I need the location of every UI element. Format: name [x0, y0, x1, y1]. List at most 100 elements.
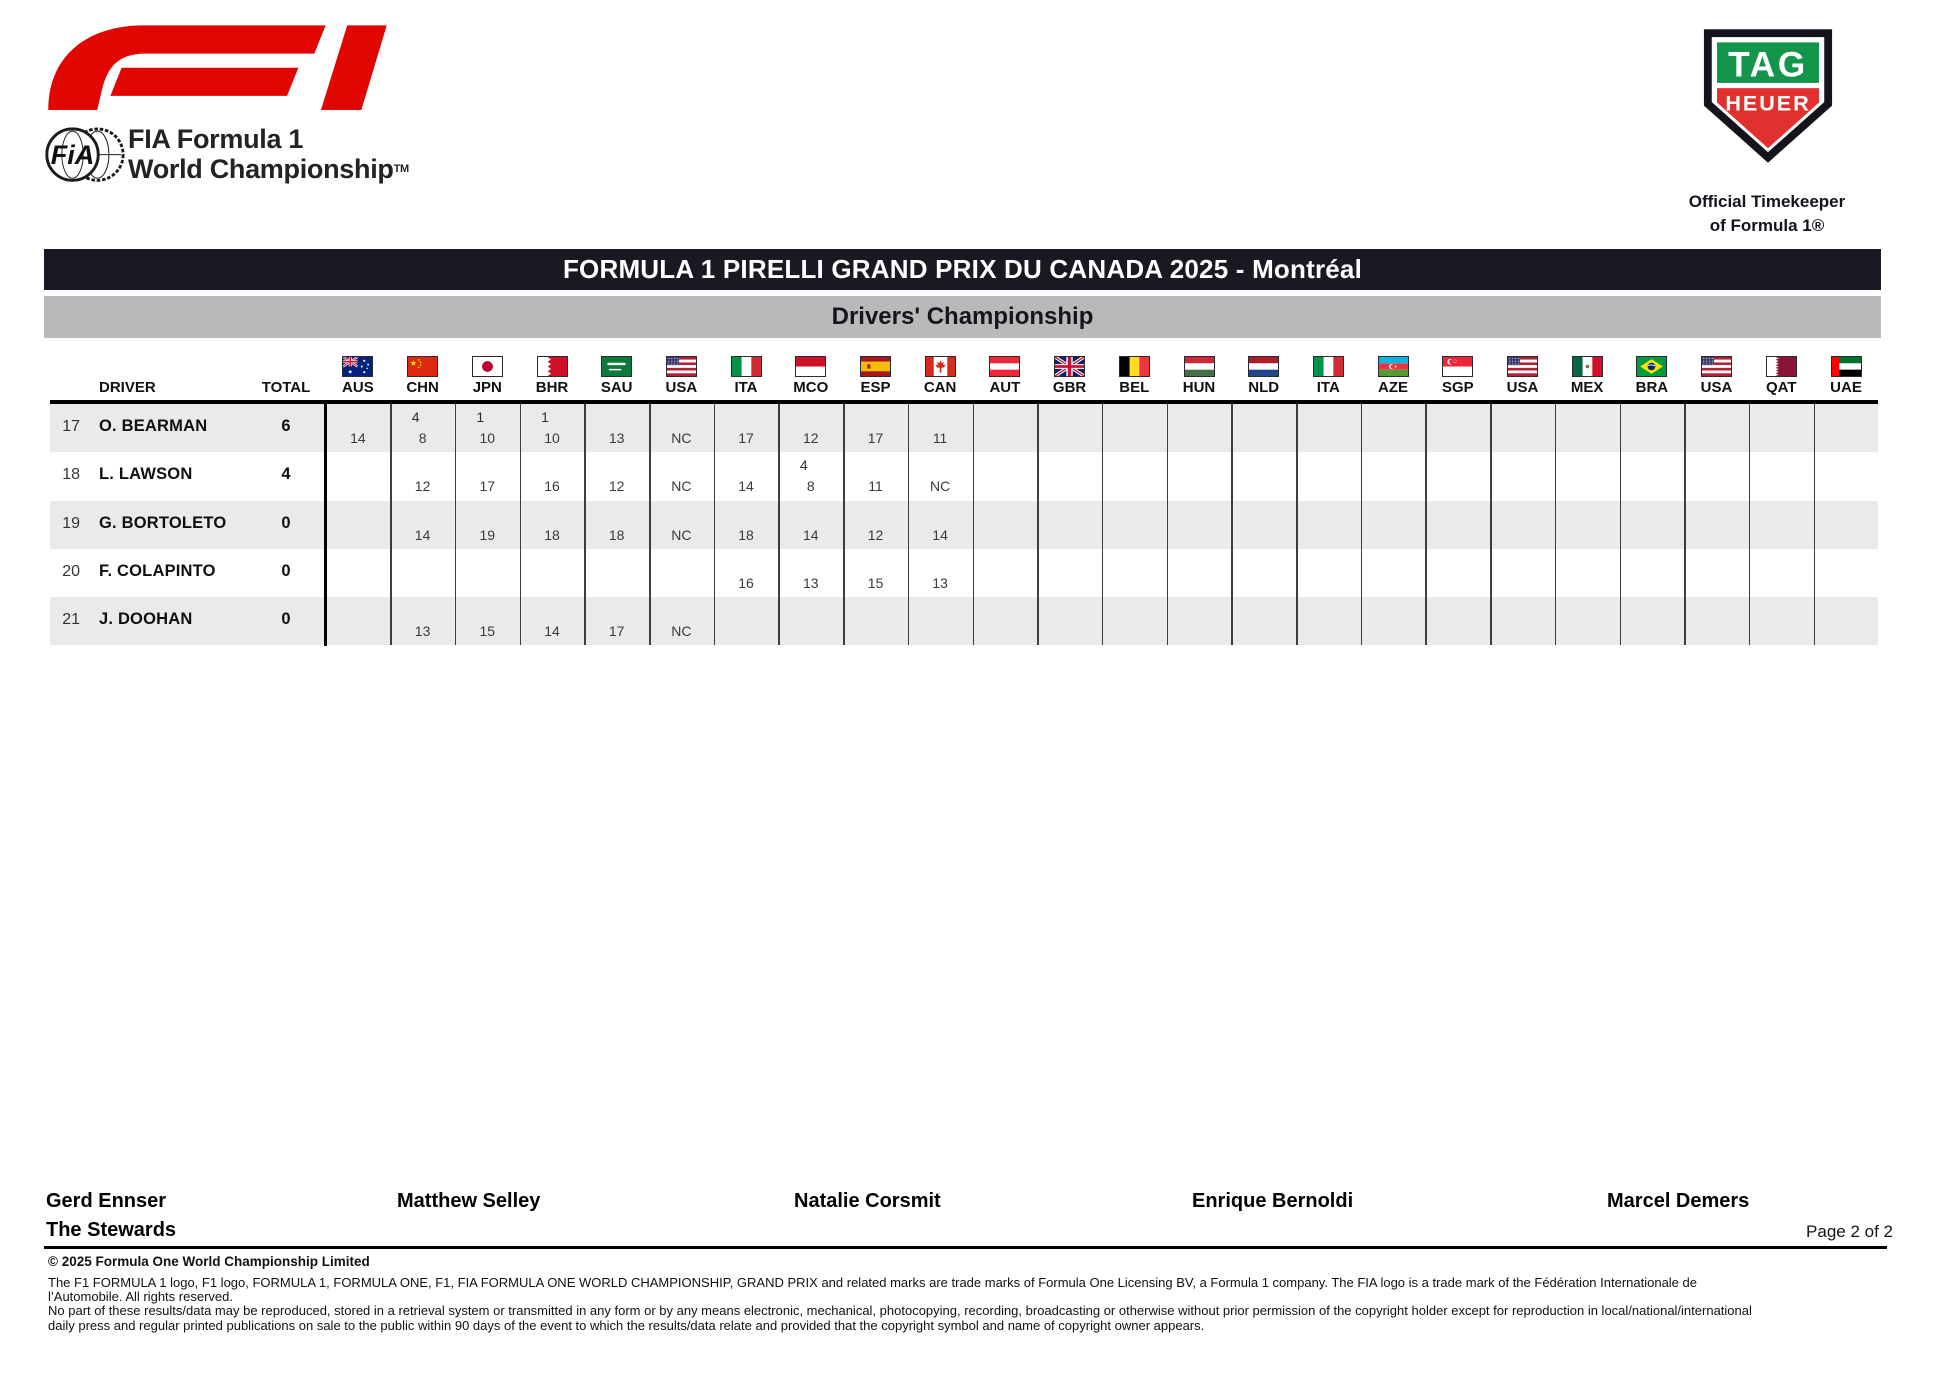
race-column-header: GBR: [1052, 379, 1087, 396]
driver-total: 6: [281, 417, 291, 435]
column-divider: [519, 404, 522, 646]
svg-text:FiA: FiA: [51, 139, 95, 170]
race-result: 13: [932, 574, 948, 591]
column-divider: [1748, 404, 1751, 646]
race-result: 10: [544, 430, 560, 446]
gbr-flag: [1054, 356, 1086, 377]
page-number: Page 2 of 2: [1806, 1222, 1893, 1241]
column-divider: [584, 404, 586, 646]
race-column-header: NLD: [1248, 379, 1280, 396]
race-column-header: ITA: [1316, 379, 1340, 396]
header-divider-line: [50, 400, 1878, 404]
race-column-header: SAU: [600, 379, 633, 396]
points-scored: 1: [476, 409, 485, 425]
race-column-header: USA: [1506, 379, 1539, 396]
race-result: 17: [608, 623, 625, 639]
race-result: 12: [803, 430, 819, 446]
race-column-header: AZE: [1378, 379, 1408, 396]
signatory-5: Marcel Demers: [1607, 1190, 1750, 1212]
usa-flag: [1701, 356, 1732, 377]
race-result: 13: [414, 623, 431, 639]
column-divider: [1360, 404, 1363, 646]
race-result: 14: [803, 526, 819, 543]
document-subtitle-bar: Drivers' Championship: [44, 296, 1881, 338]
trademark-symbol: TM: [393, 163, 410, 175]
race-result: 11: [868, 478, 883, 495]
column-divider: [1490, 404, 1492, 646]
driver-position: 18: [62, 466, 80, 484]
column-divider: [907, 404, 910, 646]
driver-total: 0: [281, 513, 291, 532]
race-column-header: SGP: [1441, 379, 1474, 396]
race-result: 15: [479, 623, 496, 639]
stewards-label: The Stewards: [46, 1219, 177, 1241]
signatory-2: Matthew Selley: [397, 1190, 541, 1212]
race-result: 12: [867, 526, 884, 543]
uae-flag: [1830, 356, 1862, 377]
row-band: [50, 597, 1878, 645]
mex-flag: [1571, 356, 1603, 377]
aus-flag: [342, 356, 374, 377]
signatory-4: Enrique Bernoldi: [1192, 1190, 1354, 1212]
race-column-header: CHN: [406, 379, 439, 396]
race-column-header: ESP: [860, 379, 891, 396]
points-scored: 1: [541, 409, 549, 425]
race-result: 19: [479, 526, 496, 543]
race-result: 18: [544, 526, 560, 543]
table-left-divider: [324, 400, 327, 646]
legal-line-4: daily press and regular printed publicat…: [48, 1317, 1205, 1333]
nld-flag: [1248, 356, 1280, 377]
race-result: 14: [738, 478, 754, 495]
aut-flag: [989, 356, 1021, 377]
race-result: 18: [608, 526, 625, 543]
race-result: 11: [932, 430, 948, 446]
bhr-flag: [536, 356, 568, 377]
race-column-header: BEL: [1119, 379, 1150, 396]
fia-wordmark: FIA Formula 1 World ChampionshipTM: [128, 124, 409, 184]
race-column-header: USA: [1700, 379, 1733, 396]
race-column-header: USA: [665, 379, 698, 396]
tag-caption-line2: of Formula 1®: [1709, 216, 1825, 235]
race-column-header: ITA: [734, 379, 758, 396]
race-result: 14: [414, 526, 431, 543]
race-column-header: BRA: [1635, 379, 1669, 396]
column-divider: [1101, 404, 1104, 646]
tag-caption-line1: Official Timekeeper: [1688, 192, 1846, 211]
race-result: NC: [671, 623, 692, 639]
footer-divider-line: [44, 1246, 1887, 1249]
tag-text: TAG: [1728, 45, 1808, 84]
column-divider: [454, 404, 457, 646]
ita-flag: [1312, 356, 1344, 377]
driver-name: L. LAWSON: [99, 465, 193, 484]
tag-caption: Official Timekeeper of Formula 1®: [1637, 190, 1897, 238]
race-result: 16: [544, 478, 560, 495]
race-result: 13: [608, 430, 625, 446]
race-result: 10: [479, 430, 496, 446]
esp-flag: [860, 356, 891, 377]
column-divider: [1813, 404, 1816, 646]
race-result: 17: [738, 430, 754, 446]
driver-total: 0: [281, 610, 291, 628]
sgp-flag: [1442, 356, 1474, 377]
driver-column-header: DRIVER: [99, 379, 156, 396]
race-result: 12: [414, 478, 431, 495]
fia-wordmark-line1: FIA Formula 1: [128, 124, 304, 154]
race-column-header: BHR: [535, 379, 569, 396]
legal-line-3: No part of these results/data may be rep…: [48, 1303, 1752, 1319]
column-divider: [1684, 404, 1686, 646]
points-scored: 4: [411, 409, 420, 425]
column-divider: [1296, 404, 1298, 646]
legal-line-2: l’Automobile. All rights reserved.: [48, 1289, 233, 1305]
race-column-header: AUT: [989, 379, 1021, 396]
race-result: 14: [350, 430, 366, 446]
column-divider: [713, 404, 716, 646]
race-column-header: MCO: [793, 379, 829, 396]
usa-flag: [1507, 356, 1538, 377]
race-result: 12: [608, 478, 625, 495]
tag-heuer-logo: TAG HEUER: [1703, 29, 1833, 163]
race-result: 17: [479, 478, 496, 495]
mco-flag: [795, 356, 827, 377]
race-result: 15: [867, 574, 884, 591]
aze-flag: [1377, 356, 1409, 377]
